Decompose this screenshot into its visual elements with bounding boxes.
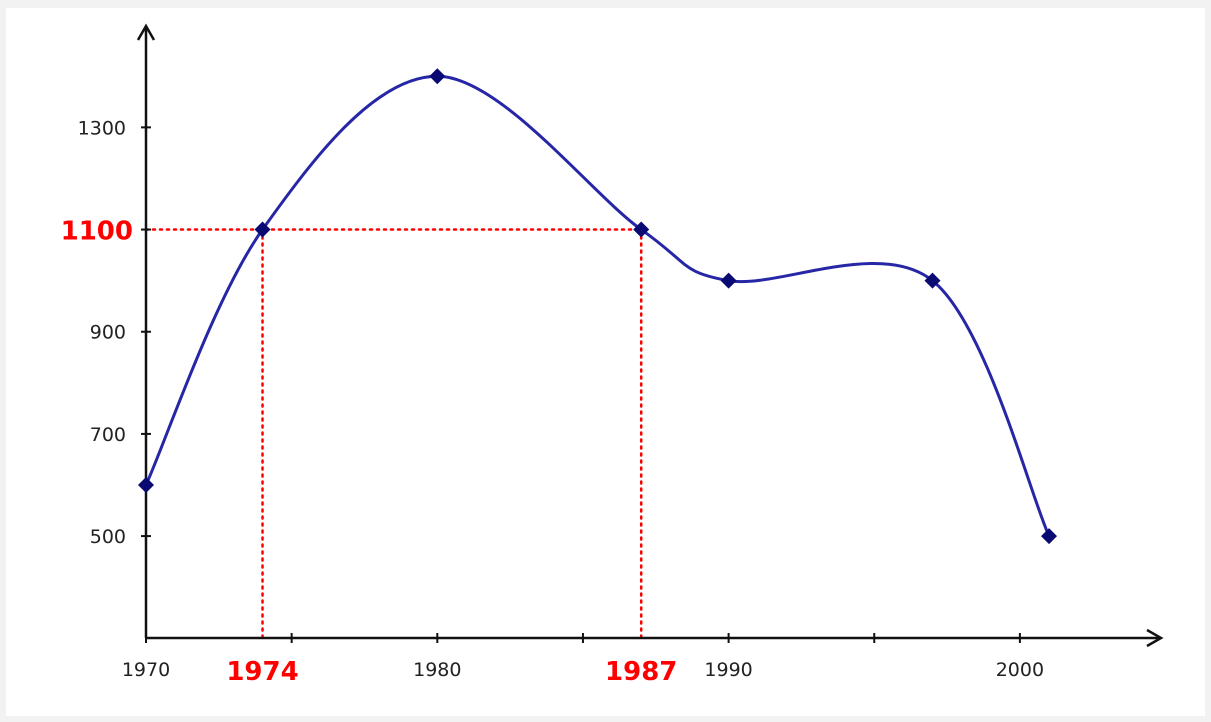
tick-labels: 1970 1980 1990 2000 500 700 900 1300 1100 1974 198… bbox=[61, 117, 1044, 687]
data-point-1997 bbox=[924, 272, 941, 289]
data-point-1990 bbox=[720, 272, 737, 289]
x-axis-arrow bbox=[1146, 628, 1164, 648]
y-tick-label-700: 700 bbox=[90, 424, 126, 446]
data-point-1987 bbox=[633, 221, 650, 238]
chart-panel: 1970 1980 1990 2000 500 700 900 1300 1100 1974 198… bbox=[6, 8, 1205, 716]
data-markers bbox=[138, 68, 1058, 545]
axes bbox=[136, 23, 1164, 648]
y-tick-label-1300: 1300 bbox=[78, 117, 126, 139]
series-line bbox=[144, 74, 1051, 538]
data-point-1970 bbox=[138, 477, 154, 493]
data-point-2001 bbox=[1041, 528, 1058, 545]
highlight-x-label-1974: 1974 bbox=[226, 657, 298, 687]
y-tick-label-500: 500 bbox=[90, 526, 126, 548]
highlight-x-label-1987: 1987 bbox=[605, 657, 677, 687]
x-tick-label-2000: 2000 bbox=[996, 659, 1044, 681]
y-axis-arrow bbox=[136, 23, 156, 41]
data-point-1980 bbox=[429, 68, 446, 85]
y-tick-label-900: 900 bbox=[90, 322, 126, 344]
line-chart: 1970 1980 1990 2000 500 700 900 1300 1100 1974 198… bbox=[61, 23, 1164, 687]
x-tick-label-1970: 1970 bbox=[122, 659, 170, 681]
highlight-guides bbox=[144, 228, 643, 640]
series-0-curve bbox=[144, 74, 1051, 538]
highlight-y-label: 1100 bbox=[61, 217, 133, 247]
x-tick-label-1990: 1990 bbox=[704, 659, 752, 681]
x-tick-label-1980: 1980 bbox=[413, 659, 461, 681]
